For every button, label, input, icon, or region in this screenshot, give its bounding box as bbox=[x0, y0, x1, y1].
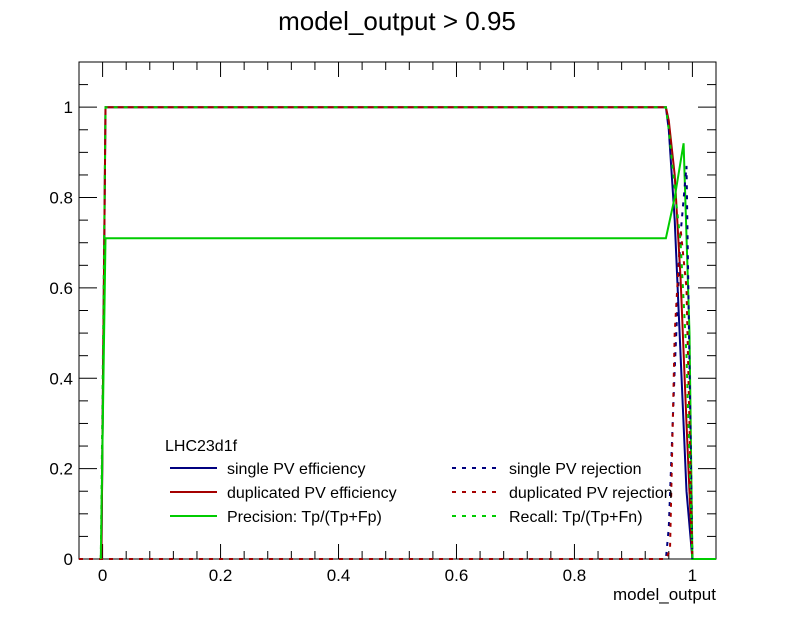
legend-label: single PV rejection bbox=[509, 461, 642, 478]
legend-label: duplicated PV rejection bbox=[509, 485, 673, 502]
x-tick-label: 0.2 bbox=[209, 566, 233, 585]
y-tick-label: 0.8 bbox=[49, 189, 73, 208]
legend-header: LHC23d1f bbox=[165, 438, 238, 455]
series-line-3 bbox=[79, 165, 694, 560]
series-line-5 bbox=[99, 106, 694, 560]
y-tick-label: 0.2 bbox=[49, 460, 73, 479]
y-tick-label: 0 bbox=[64, 550, 73, 569]
x-tick-label: 0.6 bbox=[445, 566, 469, 585]
legend: LHC23d1f single PV efficiency single PV r… bbox=[165, 438, 673, 526]
series-line-4 bbox=[79, 229, 694, 560]
x-tick-label: 0 bbox=[98, 566, 107, 585]
tick-labels: 0 0.2 0.4 0.6 0.8 1 0 0.2 0.4 0.6 0.8 1 bbox=[49, 98, 697, 585]
legend-label: Recall: Tp/(Tp+Fn) bbox=[509, 509, 643, 526]
y-tick-label: 0.4 bbox=[49, 369, 73, 388]
x-tick-label: 0.4 bbox=[327, 566, 351, 585]
legend-label: single PV efficiency bbox=[227, 461, 365, 478]
x-axis-label: model_output bbox=[613, 585, 716, 604]
axis-ticks bbox=[78, 61, 717, 560]
chart-title: model_output > 0.95 bbox=[278, 6, 516, 36]
legend-label: Precision: Tp/(Tp+Fp) bbox=[227, 509, 382, 526]
y-tick-label: 1 bbox=[64, 98, 73, 117]
y-tick-label: 0.6 bbox=[49, 279, 73, 298]
x-tick-label: 0.8 bbox=[563, 566, 587, 585]
x-tick-label: 1 bbox=[688, 566, 697, 585]
legend-label: duplicated PV efficiency bbox=[227, 485, 397, 502]
series-layer bbox=[79, 106, 716, 560]
